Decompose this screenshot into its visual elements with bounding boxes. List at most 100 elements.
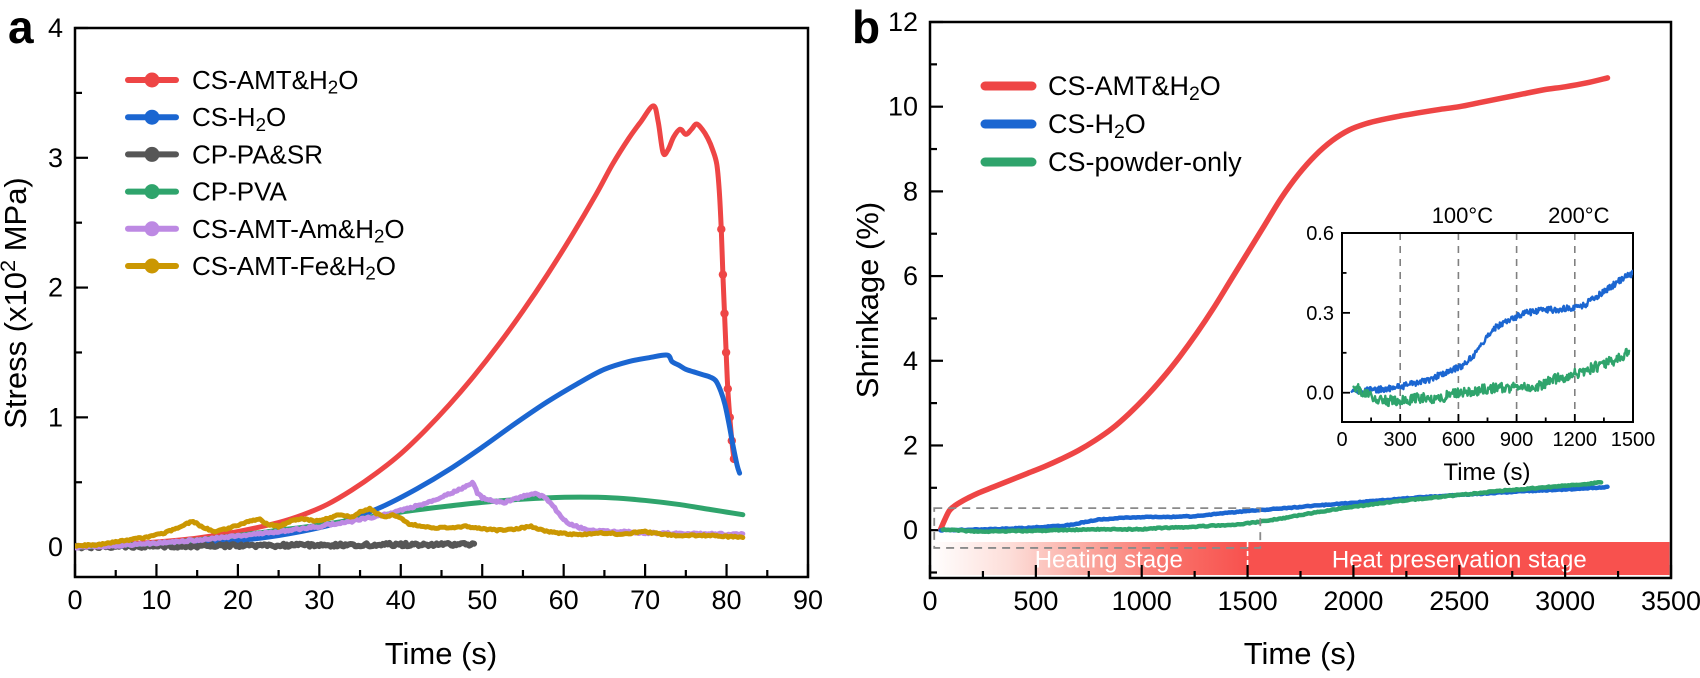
x-tick-label: 30	[304, 585, 334, 615]
stage-bar: Heating stage Heat preservation stage	[931, 542, 1670, 576]
legend-entry-cp-pa-sr: CP-PA&SR	[125, 139, 323, 169]
legend-label: CS-AMT-Fe&H2O	[192, 251, 396, 284]
legend-label: CS-H2O	[192, 102, 286, 135]
y-tick-label: 4	[48, 13, 63, 43]
x-tick-label: 1000	[1112, 586, 1172, 616]
series-cs-h2o-line	[938, 484, 1610, 533]
x-tick-label: 1500	[1218, 586, 1278, 616]
axis-ticks: 0 300 600 900 1200 1500 0.0 0.3 0.6	[1306, 223, 1655, 451]
legend-swatch-dot	[144, 72, 160, 88]
legend-label: CS-powder-only	[1048, 147, 1242, 177]
series-cs-amt-h2o-marker	[721, 348, 731, 357]
legend-entry-cs-amt-h2o: CS-AMT&H2O	[125, 65, 358, 98]
series-cs-amt-h2o-marker	[718, 270, 728, 279]
legend-entry-cp-pva: CP-PVA	[125, 177, 288, 207]
legend-label: CS-AMT&H2O	[1048, 71, 1221, 105]
series-cp-pa-sr-line	[75, 539, 478, 552]
series-cs-amt-fe-h2o-line	[75, 505, 746, 549]
y-tick-label: 1	[48, 402, 63, 432]
inset-x-axis-title: Time (s)	[1443, 459, 1530, 486]
series-cs-h2o-line	[1350, 269, 1633, 396]
y-tick-label: 12	[888, 7, 918, 37]
legend-label: CS-AMT&H2O	[192, 65, 358, 98]
inset-chart: 0 300 600 900 1200 1500 0.0 0.3 0.6 100°C 200°C Tim…	[1306, 203, 1655, 486]
x-tick-label: 70	[630, 585, 660, 615]
y-tick-label: 6	[903, 261, 918, 291]
y-tick-label: 0.3	[1306, 303, 1334, 325]
x-tick-label: 90	[793, 585, 823, 615]
x-tick-label: 500	[1013, 586, 1058, 616]
x-tick-label: 2000	[1323, 586, 1383, 616]
legend-label: CP-PA&SR	[192, 139, 323, 169]
legend-label: CP-PVA	[192, 177, 288, 207]
legend: CS-AMT&H2O CS-H2O CP-PA&SR CP-PVA CS-AMT-Am&…	[125, 65, 405, 284]
y-tick-label: 2	[903, 430, 918, 460]
y-axis-title: Stress (x102 MPa)	[0, 177, 33, 429]
series-cs-amt-h2o-marker	[717, 225, 726, 234]
x-tick-label: 0	[67, 585, 82, 615]
x-axis-title: Time (s)	[1244, 636, 1357, 671]
x-tick-label: 50	[467, 585, 497, 615]
y-tick-label: 10	[888, 92, 918, 122]
x-tick-label: 10	[141, 585, 171, 615]
panel-a-label: a	[8, 1, 34, 53]
series-cs-h2o-line	[75, 352, 743, 550]
x-tick-label: 20	[223, 585, 253, 615]
axis-ticks: 0 10 20 30 40 50 60 70 80 90 0 1 2 3 4	[48, 13, 823, 615]
legend-swatch-dot	[144, 184, 160, 200]
y-tick-label: 4	[903, 346, 918, 376]
y-tick-label: 0	[903, 515, 918, 545]
series-cs-amt-h2o-marker	[720, 309, 729, 318]
legend-swatch-dot	[144, 221, 160, 237]
series-cs-amt-h2o-marker	[723, 384, 732, 393]
series-layer	[75, 103, 746, 552]
x-tick-label: 3000	[1535, 586, 1595, 616]
heating-stage-label: Heating stage	[1035, 547, 1183, 574]
legend-entry-cs-powder-only: CS-powder-only	[980, 147, 1242, 177]
inset-temp-label: 200°C	[1548, 203, 1610, 228]
x-tick-label: 0	[922, 586, 937, 616]
series-cs-powder-only-line	[940, 480, 1604, 535]
x-tick-label: 1500	[1611, 429, 1656, 451]
x-tick-label: 80	[712, 585, 742, 615]
y-tick-label: 3	[48, 143, 63, 173]
x-tick-label: 3500	[1641, 586, 1700, 616]
y-tick-label: 2	[48, 273, 63, 303]
legend-entry-cs-amt-h2o: CS-AMT&H2O	[980, 71, 1221, 105]
x-axis-title: Time (s)	[385, 636, 498, 671]
series-cs-amt-h2o-line	[937, 75, 1611, 533]
series-cs-powder-only-line	[1352, 347, 1631, 408]
legend-label: CS-H2O	[1048, 109, 1146, 143]
x-tick-label: 2500	[1429, 586, 1489, 616]
legend-label: CS-AMT-Am&H2O	[192, 214, 405, 247]
x-tick-label: 300	[1384, 429, 1417, 451]
x-tick-label: 900	[1500, 429, 1533, 451]
inset-temp-label: 100°C	[1432, 203, 1494, 228]
y-tick-label: 0.0	[1306, 383, 1334, 405]
legend-swatch-dot	[144, 146, 160, 162]
legend-entry-cs-amt-fe-h2o: CS-AMT-Fe&H2O	[125, 251, 396, 284]
legend: CS-AMT&H2O CS-H2O CS-powder-only	[980, 71, 1242, 177]
legend-swatch-dot	[144, 109, 160, 125]
y-tick-label: 8	[903, 176, 918, 206]
panel-b-label: b	[852, 1, 881, 53]
x-tick-label: 1200	[1553, 429, 1598, 451]
x-tick-label: 0	[1336, 429, 1347, 451]
series-cs-amt-h2o-line	[75, 103, 737, 549]
chart-a: 0 10 20 30 40 50 60 70 80 90 0 1 2 3 4 CS-AMT&H2O CS-H2O…	[0, 13, 823, 671]
y-tick-label: 0.6	[1306, 223, 1334, 245]
x-tick-label: 60	[549, 585, 579, 615]
series-layer	[937, 75, 1611, 535]
x-tick-label: 40	[386, 585, 416, 615]
y-tick-label: 0	[48, 532, 63, 562]
legend-entry-cs-amt-am-h2o: CS-AMT-Am&H2O	[125, 214, 405, 247]
legend-swatch-dot	[144, 258, 160, 274]
plot-frame	[73, 26, 810, 579]
x-tick-label: 600	[1442, 429, 1475, 451]
chart-b: Heating stage Heat preservation stage 0 500…	[850, 7, 1700, 671]
legend-entry-cs-h2o: CS-H2O	[980, 109, 1146, 143]
legend-entry-cs-h2o: CS-H2O	[125, 102, 286, 135]
